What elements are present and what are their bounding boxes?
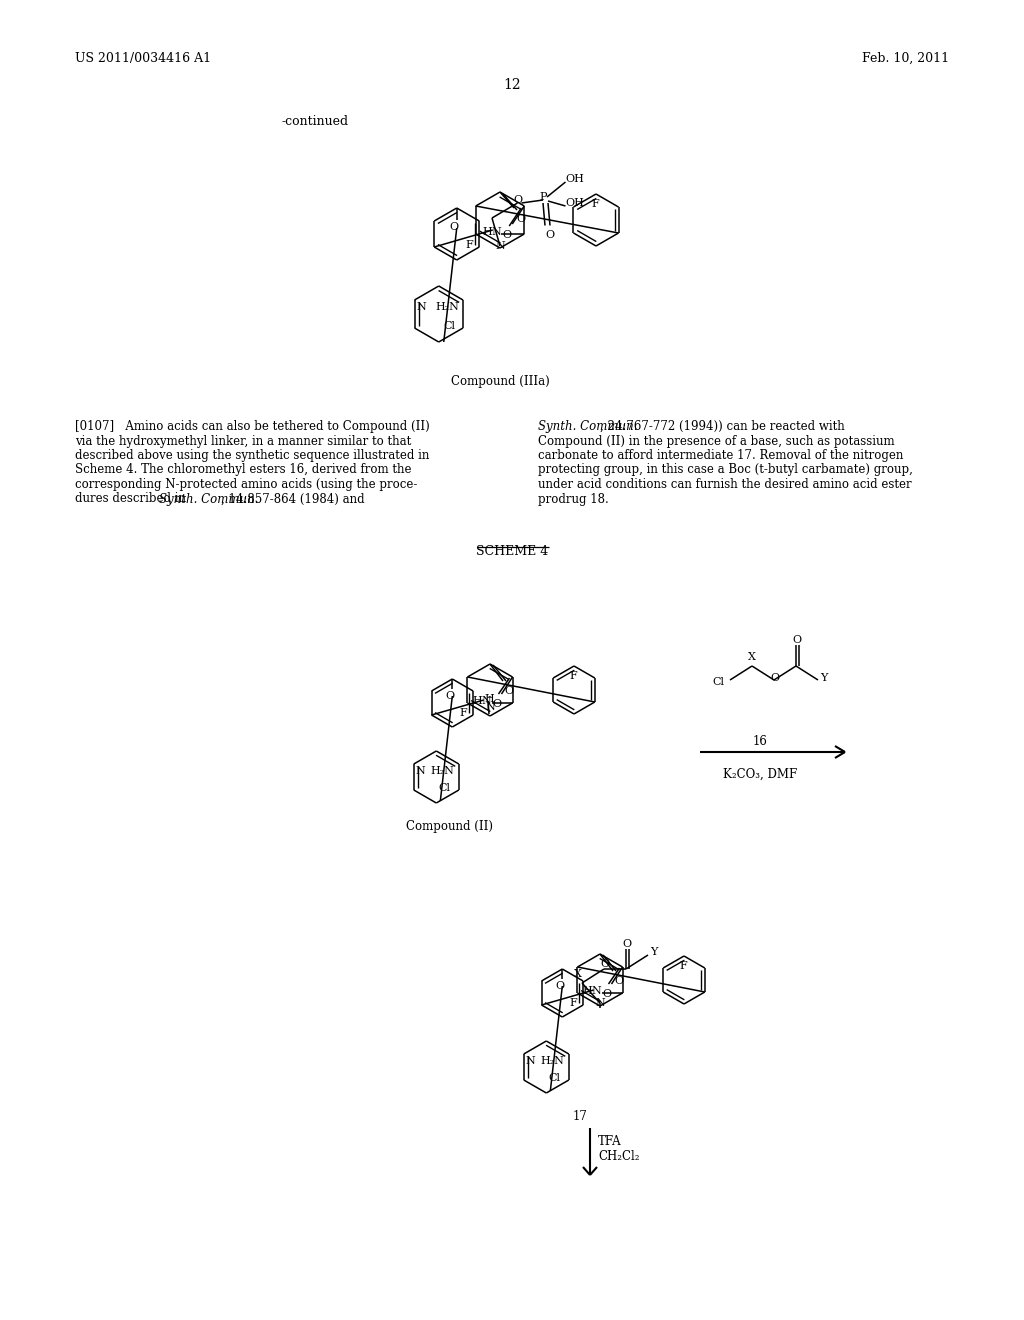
- Text: H: H: [482, 227, 493, 238]
- Text: Y: Y: [650, 946, 657, 957]
- Text: P: P: [539, 191, 547, 202]
- Text: H₂N: H₂N: [435, 302, 459, 312]
- Text: [0107]   Amino acids can also be tethered to Compound (II): [0107] Amino acids can also be tethered …: [75, 420, 430, 433]
- Text: 16: 16: [753, 735, 767, 748]
- Text: O: O: [493, 700, 502, 709]
- Text: -continued: -continued: [282, 115, 349, 128]
- Text: OH: OH: [565, 174, 585, 183]
- Text: N: N: [416, 766, 426, 776]
- Text: H: H: [473, 696, 482, 706]
- Text: CH₂Cl₂: CH₂Cl₂: [598, 1150, 640, 1163]
- Text: O: O: [545, 230, 554, 239]
- Text: N: N: [495, 242, 505, 251]
- Text: N: N: [492, 227, 502, 238]
- Text: O: O: [504, 686, 513, 696]
- Text: Synth. Commun.: Synth. Commun.: [538, 420, 638, 433]
- Text: F: F: [569, 998, 577, 1008]
- Text: , 14:857-864 (1984) and: , 14:857-864 (1984) and: [221, 492, 365, 506]
- Text: Compound (II): Compound (II): [407, 820, 494, 833]
- Text: O: O: [770, 673, 779, 682]
- Text: O: O: [600, 960, 609, 969]
- Text: dures described in: dures described in: [75, 492, 189, 506]
- Text: O: O: [502, 230, 511, 240]
- Text: Y: Y: [820, 673, 827, 682]
- Text: F: F: [459, 708, 467, 718]
- Text: N: N: [481, 696, 492, 706]
- Text: under acid conditions can furnish the desired amino acid ester: under acid conditions can furnish the de…: [538, 478, 911, 491]
- Text: F: F: [465, 240, 473, 249]
- Text: O: O: [516, 214, 525, 224]
- Text: TFA: TFA: [598, 1135, 622, 1148]
- Text: Cl: Cl: [549, 1073, 561, 1082]
- Text: K₂CO₃, DMF: K₂CO₃, DMF: [723, 768, 797, 781]
- Text: N: N: [485, 702, 495, 711]
- Text: via the hydroxymethyl linker, in a manner similar to that: via the hydroxymethyl linker, in a manne…: [75, 434, 412, 447]
- Text: O: O: [513, 195, 522, 205]
- Text: O: O: [445, 690, 455, 701]
- Text: N: N: [417, 302, 426, 312]
- Text: Cl: Cl: [439, 783, 451, 793]
- Text: N: N: [595, 998, 605, 1008]
- Text: O: O: [614, 975, 624, 986]
- Text: 17: 17: [572, 1110, 588, 1123]
- Text: H: H: [484, 694, 494, 704]
- Text: O: O: [602, 989, 611, 999]
- Text: carbonate to afford intermediate 17. Removal of the nitrogen: carbonate to afford intermediate 17. Rem…: [538, 449, 903, 462]
- Text: Scheme 4. The chloromethyl esters 16, derived from the: Scheme 4. The chloromethyl esters 16, de…: [75, 463, 412, 477]
- Text: Compound (II) in the presence of a base, such as potassium: Compound (II) in the presence of a base,…: [538, 434, 895, 447]
- Text: SCHEME 4: SCHEME 4: [476, 545, 548, 558]
- Text: H₂N: H₂N: [541, 1056, 564, 1067]
- Text: X: X: [574, 969, 582, 979]
- Text: F: F: [569, 671, 577, 681]
- Text: prodrug 18.: prodrug 18.: [538, 492, 608, 506]
- Text: N: N: [592, 986, 601, 997]
- Text: 12: 12: [503, 78, 521, 92]
- Text: OH: OH: [565, 198, 585, 209]
- Text: X: X: [748, 652, 756, 663]
- Text: O: O: [555, 981, 564, 991]
- Text: described above using the synthetic sequence illustrated in: described above using the synthetic sequ…: [75, 449, 429, 462]
- Text: , 24:767-772 (1994)) can be reacted with: , 24:767-772 (1994)) can be reacted with: [600, 420, 845, 433]
- Text: Feb. 10, 2011: Feb. 10, 2011: [862, 51, 949, 65]
- Text: H₂N: H₂N: [431, 766, 455, 776]
- Text: corresponding N-protected amino acids (using the proce-: corresponding N-protected amino acids (u…: [75, 478, 418, 491]
- Text: H: H: [583, 986, 593, 997]
- Text: protecting group, in this case a Boc (t-butyl carbamate) group,: protecting group, in this case a Boc (t-…: [538, 463, 912, 477]
- Text: Cl: Cl: [712, 677, 724, 686]
- Text: F: F: [679, 961, 687, 972]
- Text: Compound (IIIa): Compound (IIIa): [451, 375, 549, 388]
- Text: Synth. Commun.: Synth. Commun.: [159, 492, 258, 506]
- Text: O: O: [622, 940, 631, 949]
- Text: US 2011/0034416 A1: US 2011/0034416 A1: [75, 51, 211, 65]
- Text: O: O: [450, 222, 459, 232]
- Text: Cl: Cl: [443, 321, 455, 331]
- Text: N: N: [525, 1056, 536, 1067]
- Text: F: F: [591, 199, 599, 209]
- Text: O: O: [792, 635, 801, 645]
